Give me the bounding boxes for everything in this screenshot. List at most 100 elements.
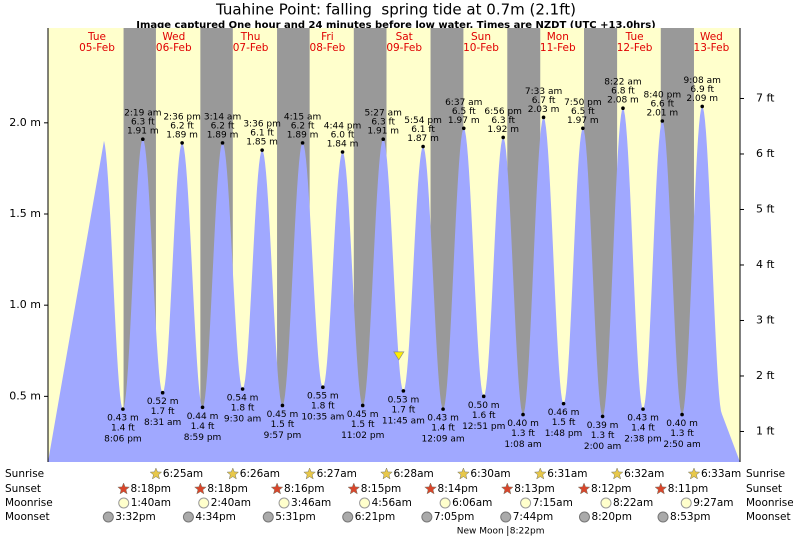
star-icon (149, 467, 163, 480)
tide-metres: 0.53 m (388, 395, 420, 405)
tide-feet: 6.3 ft (491, 116, 515, 126)
tide-metres: 1.89 m (207, 130, 239, 140)
tide-point (240, 387, 245, 391)
tide-feet: 6.5 ft (452, 107, 476, 117)
tide-time: 8:31 am (144, 418, 181, 428)
tide-point (641, 407, 645, 411)
y2-tick-label: 7 ft (756, 91, 775, 104)
moon-icon (600, 497, 612, 509)
moonrise-time: 2:40am (211, 497, 251, 509)
row-label: Sunrise (5, 468, 44, 480)
row-label: Moonset (746, 511, 791, 523)
tide-feet: 6.5 ft (571, 107, 595, 117)
tide-feet: 6.9 ft (690, 85, 714, 95)
tide-feet: 1.5 ft (351, 420, 375, 430)
tide-metres: 1.89 m (287, 130, 319, 140)
tide-time: 2:00 am (584, 442, 621, 452)
tide-point (340, 150, 345, 154)
tide-time: 6:56 pm (484, 107, 522, 117)
star-icon (194, 482, 207, 495)
weekday-label: Tue (625, 31, 644, 43)
moon-icon (680, 497, 692, 509)
moonset-time: 6:21pm (355, 511, 395, 523)
tide-feet: 1.7 ft (151, 407, 175, 417)
tide-time: 7:50 pm (564, 98, 602, 108)
sunrise-time: 6:27am (317, 468, 357, 480)
star-icon (270, 482, 284, 495)
tide-time: 12:09 am (422, 435, 465, 445)
sunset-time: 8:16pm (284, 483, 324, 495)
current-level (393, 351, 405, 361)
moon-icon (359, 497, 371, 509)
tide-metres: 1.87 m (407, 134, 439, 144)
star-icon (654, 482, 668, 495)
date-label: 05-Feb (79, 42, 115, 54)
moon-icon (102, 511, 114, 523)
moon-icon (342, 511, 354, 523)
star-icon (610, 467, 624, 480)
moon-icon (262, 511, 274, 523)
tide-time: 3:36 pm (243, 120, 281, 130)
tide-feet: 6.2 ft (291, 121, 315, 131)
tide-time: 9:57 pm (264, 431, 302, 441)
moonset-time: 3:32pm (115, 511, 155, 523)
tide-point (621, 106, 625, 111)
tide-point (581, 126, 585, 131)
moonrise-time: 3:46am (291, 497, 331, 509)
tide-metres: 0.39 m (587, 421, 619, 431)
sunrise-time: 6:33am (701, 468, 741, 480)
tide-metres: 1.91 m (367, 127, 399, 137)
date-label: 09-Feb (386, 42, 422, 54)
moonrise-time: 7:15am (533, 497, 573, 509)
moon-icon (118, 497, 130, 509)
tide-time: 2:36 pm (163, 112, 201, 122)
date-label: 13-Feb (694, 42, 730, 54)
tide-time: 10:35 am (301, 413, 344, 423)
sunset-time: 8:12pm (591, 483, 631, 495)
weekday-label: Wed (700, 31, 723, 43)
tide-point (121, 407, 125, 411)
moon-phase-name: New Moon (457, 527, 504, 537)
tide-point (441, 407, 445, 411)
sunset-time: 8:18pm (131, 483, 171, 495)
star-icon (117, 482, 130, 495)
tide-feet: 1.3 ft (591, 431, 615, 441)
tide-metres: 0.52 m (147, 397, 179, 407)
tide-point (680, 412, 684, 417)
star-icon (533, 467, 547, 480)
moon-icon (182, 511, 194, 523)
star-icon (226, 467, 240, 480)
moonrise-time: 1:40am (131, 497, 171, 509)
star-icon (380, 467, 393, 480)
tide-metres: 1.97 m (567, 116, 599, 126)
moon-icon (421, 511, 433, 523)
tide-metres: 1.89 m (166, 130, 198, 140)
tide-point (561, 401, 566, 406)
weekday-label: Fri (321, 31, 334, 43)
tide-point (160, 390, 165, 395)
tide-feet: 6.2 ft (170, 121, 194, 131)
tide-feet: 6.1 ft (411, 125, 435, 135)
sunrise-time: 6:26am (240, 468, 280, 480)
tide-time: 11:45 am (382, 416, 425, 426)
tide-time: 5:54 pm (404, 116, 442, 126)
tide-point (321, 385, 325, 390)
tide-time: 1:48 pm (545, 429, 583, 439)
tide-point (360, 403, 365, 408)
y-tick-label: 1.5 m (9, 207, 41, 220)
y2-tick-label: 4 ft (756, 258, 775, 271)
tide-feet: 6.8 ft (611, 87, 635, 97)
date-label: 06-Feb (156, 42, 192, 54)
tide-feet: 6.7 ft (532, 96, 556, 106)
tide-metres: 0.45 m (347, 410, 379, 420)
tide-metres: 0.40 m (666, 419, 698, 429)
tide-point (260, 148, 264, 152)
tide-metres: 0.43 m (107, 414, 139, 424)
tide-feet: 1.6 ft (472, 411, 496, 421)
weekday-label: Mon (547, 31, 569, 43)
tide-feet: 1.3 ft (670, 429, 694, 439)
tide-time: 2:19 am (124, 109, 161, 119)
tide-metres: 0.50 m (468, 401, 500, 411)
date-label: 08-Feb (310, 42, 346, 54)
